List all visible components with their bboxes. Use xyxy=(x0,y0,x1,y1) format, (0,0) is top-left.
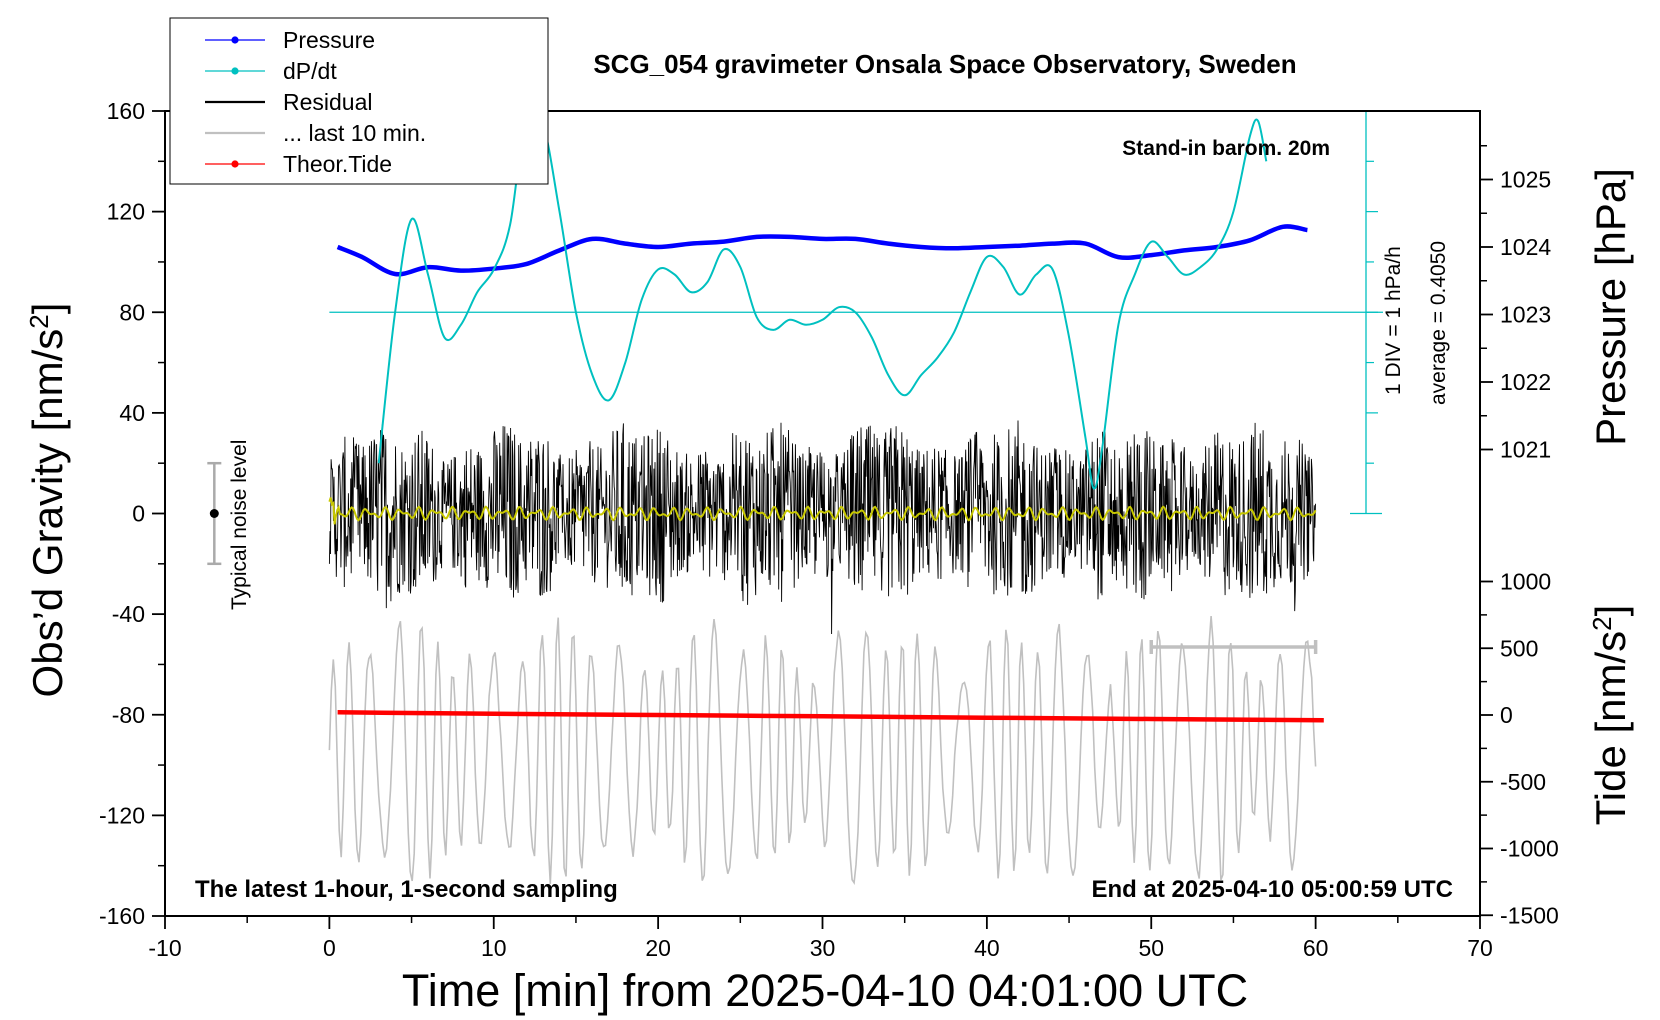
y-tick-label: -120 xyxy=(99,802,145,828)
frame-layer: -10 0 10 20 30 40 50 60 70 160 120 80 40 0 -40 -80 -120 -… xyxy=(99,98,1559,961)
y-axis-title-left: Obs’d Gravity [nm/s2] xyxy=(24,303,71,698)
legend-label: Residual xyxy=(283,89,373,115)
x-tick-label: 50 xyxy=(1138,935,1164,961)
legend-marker xyxy=(231,67,239,75)
y-axis-title-pressure: Pressure [hPa] xyxy=(1587,168,1634,446)
x-tick-label: 40 xyxy=(974,935,1000,961)
x-tick-label: -10 xyxy=(148,935,181,961)
legend-label: Pressure xyxy=(283,27,375,53)
barometer-note: Stand-in barom. 20m xyxy=(1122,137,1330,160)
tide-tick-label: 500 xyxy=(1500,635,1538,661)
last-10-min-series xyxy=(328,616,1317,885)
bottom-right-note: End at 2025-04-10 05:00:59 UTC xyxy=(1092,876,1454,903)
legend-label: dP/dt xyxy=(283,58,337,84)
tide-tick-label: -1500 xyxy=(1500,902,1559,928)
y-tick-label: 160 xyxy=(107,98,145,124)
legend: Pressure dP/dt Residual ... last 10 min. The… xyxy=(169,17,549,185)
x-tick-label: 10 xyxy=(481,935,507,961)
bottom-left-note: The latest 1-hour, 1-second sampling xyxy=(195,876,618,903)
tide-tick-label: -500 xyxy=(1500,769,1546,795)
x-tick-label: 30 xyxy=(810,935,836,961)
data-layer xyxy=(207,102,1383,885)
y-axis-title-left-sup: 2 xyxy=(24,314,54,328)
y-axis-title-tide-text: Tide [nm/s xyxy=(1587,631,1634,826)
pressure-tick-label: 1023 xyxy=(1500,302,1551,328)
pressure-tick-label: 1024 xyxy=(1500,234,1551,260)
y-axis-title-left-text: Obs’d Gravity [nm/s xyxy=(24,329,71,698)
chart-title: SCG_054 gravimeter Onsala Space Observat… xyxy=(593,49,1296,79)
theor-tide-series xyxy=(337,710,1324,723)
x-axis-title: Time [min] from 2025-04-10 04:01:00 UTC xyxy=(402,965,1248,1016)
y-axis-title-tide-end: ] xyxy=(1587,605,1634,617)
y-tick-label: 40 xyxy=(119,400,145,426)
x-tick-label: 0 xyxy=(323,935,336,961)
y-tick-label: -160 xyxy=(99,903,145,929)
noise-level-label: Typical noise level xyxy=(228,440,251,610)
noise-level-point xyxy=(209,509,219,518)
legend-marker xyxy=(231,160,239,168)
x-tick-label: 20 xyxy=(645,935,671,961)
pressure-tick-label: 1021 xyxy=(1500,437,1551,463)
tide-tick-label: -1000 xyxy=(1500,836,1559,862)
y-axis-title-tide-sup: 2 xyxy=(1587,616,1617,630)
pressure-tick-label: 1025 xyxy=(1500,167,1551,193)
y-tick-label: -40 xyxy=(112,601,145,627)
x-tick-label: 60 xyxy=(1303,935,1329,961)
y-tick-label: -80 xyxy=(112,702,145,728)
y-tick-label: 0 xyxy=(132,501,145,527)
y-tick-label: 120 xyxy=(107,199,145,225)
legend-label: ... last 10 min. xyxy=(283,120,426,146)
pressure-tick-label: 1022 xyxy=(1500,369,1551,395)
average-note: average = 0.4050 xyxy=(1427,241,1450,405)
tide-tick-label: 1000 xyxy=(1500,569,1551,595)
x-tick-label: 70 xyxy=(1467,935,1493,961)
labels-layer: SCG_054 gravimeter Onsala Space Observat… xyxy=(24,49,1634,1016)
scale-div-note: 1 DIV = 1 hPa/h xyxy=(1382,246,1405,395)
legend-label: Theor.Tide xyxy=(283,151,392,177)
residual-series xyxy=(328,420,1316,635)
legend-marker xyxy=(231,36,239,44)
y-tick-label: 80 xyxy=(119,299,145,325)
tide-tick-label: 0 xyxy=(1500,702,1513,728)
residual-smoothed-series xyxy=(328,497,1317,525)
y-axis-title-left-end: ] xyxy=(24,303,71,315)
y-axis-title-tide: Tide [nm/s2] xyxy=(1587,605,1634,826)
